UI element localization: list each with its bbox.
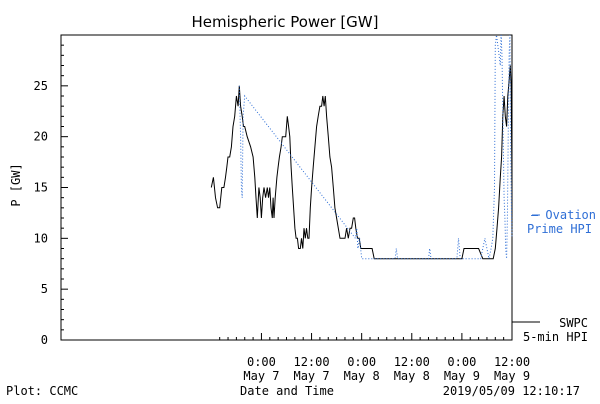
series-layer [210,34,513,260]
x-tick-time-label: 0:00 [247,355,276,369]
x-tick-date-label: May 9 [494,369,530,383]
x-axis-label: Date and Time [240,384,334,398]
x-tick-time-label: 12:00 [494,355,530,369]
footer-left: Plot: CCMC [6,384,78,398]
x-tick-time-label: 0:00 [347,355,376,369]
x-tick-date-label: May 8 [344,369,380,383]
ovation-legend-line2: Prime HPI [527,222,592,236]
x-tick-date-label: May 7 [293,369,329,383]
x-tick-time-label: 12:00 [394,355,430,369]
y-axis-label: P [GW] [9,163,23,206]
swpc-legend-line2: 5-min HPI [523,330,588,344]
x-tick-date-label: May 8 [394,369,430,383]
y-tick-label: 5 [41,282,48,296]
y-tick-label: 10 [34,231,48,245]
legend: — Ovation Prime HPI SWPC 5-min HPI [512,208,596,344]
x-tick-date-label: May 9 [444,369,480,383]
chart-title: Hemispheric Power [GW] [192,13,379,31]
x-tick-time-label: 0:00 [447,355,476,369]
swpc-series-line [210,65,513,260]
ovation-legend-line1: — Ovation [531,208,596,222]
y-tick-label: 20 [34,130,48,144]
x-tick-time-label: 12:00 [293,355,329,369]
plot-border [60,34,513,341]
y-tick-label: 15 [34,181,48,195]
footer-timestamp: 2019/05/09 12:10:17 [443,384,580,398]
y-tick-label: 25 [34,79,48,93]
x-tick-date-label: May 7 [243,369,279,383]
ovation-series-line [238,34,513,260]
y-tick-label: 0 [41,333,48,347]
swpc-legend-line1: SWPC [559,316,588,330]
